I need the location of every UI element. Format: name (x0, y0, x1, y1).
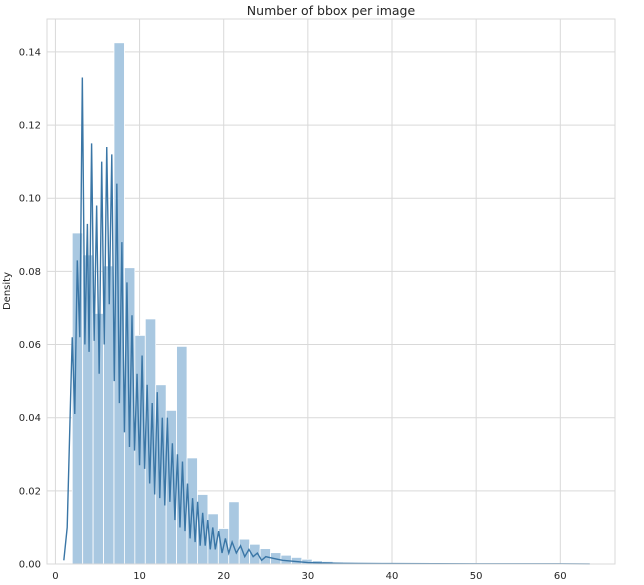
y-tick-label: 0.14 (19, 47, 41, 58)
y-tick-label: 0.00 (19, 560, 41, 571)
bars-layer (71, 42, 595, 565)
x-tick-label: 30 (301, 571, 314, 582)
y-tick-label: 0.04 (19, 413, 41, 424)
y-tick-label: 0.10 (19, 194, 41, 205)
x-tick-label: 40 (386, 571, 399, 582)
y-tick-label: 0.06 (19, 340, 41, 351)
kde-line (63, 77, 590, 565)
ticks-layer: 0 10 20 30 40 50 60 0.00 0.02 0.04 0.06 0.08 0.10 0.1… (19, 47, 567, 582)
x-tick-label: 20 (217, 571, 230, 582)
x-tick-label: 10 (133, 571, 146, 582)
y-tick-label: 0.12 (19, 121, 41, 132)
histogram-bar (228, 501, 240, 565)
y-tick-label: 0.08 (19, 267, 41, 278)
y-axis-label: Density (2, 272, 13, 310)
x-tick-label: 60 (554, 571, 567, 582)
plot-area-border (46, 18, 616, 565)
chart-title: Number of bbox per image (247, 3, 416, 18)
x-tick-label: 50 (470, 571, 483, 582)
x-tick-label: 0 (52, 571, 58, 582)
kde-layer (63, 77, 590, 565)
y-tick-label: 0.02 (19, 486, 41, 497)
